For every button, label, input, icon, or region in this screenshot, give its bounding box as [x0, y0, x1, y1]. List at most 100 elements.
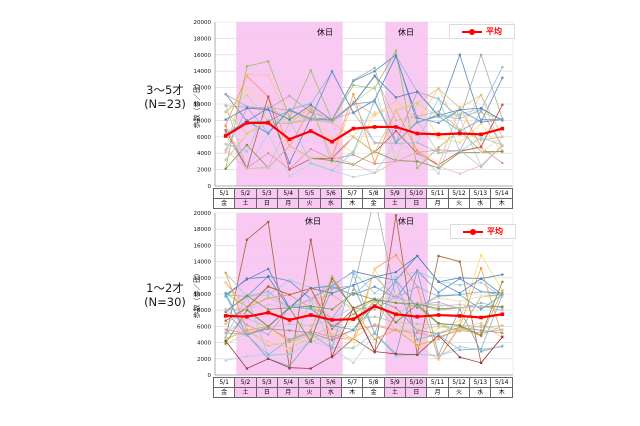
series-marker — [309, 305, 312, 308]
y-tick-label: 16000 — [194, 243, 212, 249]
series-marker — [224, 310, 227, 313]
series-marker — [373, 100, 376, 103]
series-marker — [330, 70, 334, 73]
average-marker — [287, 137, 292, 142]
series-line — [225, 55, 503, 136]
y-tick-label: 20000 — [194, 20, 212, 26]
series-marker — [479, 308, 483, 311]
date-cell: 5/11 — [426, 377, 449, 388]
series-marker — [330, 163, 334, 166]
series-marker — [245, 323, 249, 326]
weekday-cell: 金 — [362, 387, 385, 398]
average-marker — [479, 315, 483, 320]
weekday-cell: 土 — [234, 198, 257, 209]
series-marker — [394, 96, 398, 99]
series-marker — [373, 87, 376, 90]
series-line — [225, 101, 503, 170]
average-marker — [351, 126, 356, 131]
series-marker — [458, 107, 461, 110]
average-marker — [266, 121, 271, 125]
series-marker — [352, 292, 355, 295]
series-marker — [394, 352, 398, 356]
series-marker — [458, 356, 461, 359]
series-marker — [501, 331, 504, 334]
series-marker — [224, 335, 227, 339]
average-marker — [245, 314, 249, 319]
series-marker — [330, 333, 334, 336]
series-marker — [479, 306, 483, 309]
y-axis-title-top: 歩数（歩／日） — [193, 79, 201, 129]
series-marker — [458, 329, 461, 332]
series-marker — [501, 135, 504, 138]
series-marker — [458, 303, 461, 306]
average-marker — [500, 312, 505, 317]
series-marker — [501, 289, 504, 292]
series-marker — [437, 296, 440, 300]
series-marker — [288, 364, 291, 368]
series-marker — [245, 277, 249, 280]
series-marker — [288, 351, 291, 354]
series-marker — [501, 76, 504, 79]
series-marker — [352, 293, 355, 296]
series-marker — [288, 366, 291, 369]
series-marker — [437, 354, 440, 357]
average-marker — [223, 134, 228, 138]
series-marker — [394, 295, 398, 298]
series-marker — [245, 93, 249, 97]
series-marker — [458, 148, 461, 152]
series-marker — [458, 116, 461, 120]
series-marker — [479, 122, 483, 125]
series-marker — [479, 281, 483, 284]
series-marker — [224, 167, 227, 170]
series-marker — [309, 103, 312, 106]
series-marker — [267, 95, 270, 98]
chart-plot-1: 0 2000 4000 6000 8000 10000 12000 14000 16000 180… — [194, 211, 514, 379]
series-marker — [352, 84, 355, 87]
series-marker — [267, 74, 270, 77]
series-marker — [330, 280, 334, 283]
series-line — [225, 295, 503, 356]
series-marker — [309, 324, 312, 327]
average-line — [225, 121, 503, 143]
series-marker — [437, 146, 440, 149]
series-marker — [288, 306, 291, 309]
average-marker — [457, 314, 462, 318]
series-marker — [437, 163, 440, 166]
series-marker — [309, 334, 312, 337]
y-tick-label: 18000 — [194, 36, 212, 42]
series-marker — [394, 292, 398, 296]
series-marker — [330, 157, 334, 160]
series-marker — [267, 296, 270, 299]
date-table-top: 5/1 5/2 5/3 5/4 5/5 5/6 5/7 5/8 5/9 5/10 5/11 5/12 5… — [212, 188, 513, 209]
series-marker — [309, 161, 312, 165]
series-marker — [416, 166, 419, 170]
series-marker — [437, 307, 440, 310]
series-marker — [437, 152, 440, 155]
series-marker — [394, 107, 398, 111]
date-cell: 5/11 — [426, 188, 449, 199]
weekday-cell: 火 — [447, 387, 471, 398]
y-tick-label: 6000 — [197, 324, 211, 330]
series-marker — [437, 301, 440, 304]
average-marker — [415, 131, 420, 136]
average-marker — [436, 313, 441, 317]
series-marker — [416, 331, 419, 334]
series-marker — [309, 148, 312, 151]
weekday-cell: 日 — [405, 387, 428, 398]
series-marker — [245, 238, 249, 241]
series-marker — [352, 361, 355, 364]
series-marker — [458, 324, 461, 327]
series-line — [225, 116, 503, 178]
group-label-1-2: 1～2才 (N=30) — [126, 281, 204, 310]
series-marker — [330, 136, 334, 139]
series-marker — [224, 110, 227, 113]
date-cell: 5/6 — [319, 377, 343, 388]
series-line — [225, 105, 503, 166]
series-line — [225, 87, 503, 153]
y-axis-title-bottom: 歩数（歩／日） — [193, 269, 201, 319]
series-marker — [288, 347, 291, 350]
series-marker — [437, 323, 440, 326]
series-marker — [458, 172, 461, 175]
series-marker — [501, 66, 504, 69]
date-cell: 5/13 — [469, 188, 492, 199]
